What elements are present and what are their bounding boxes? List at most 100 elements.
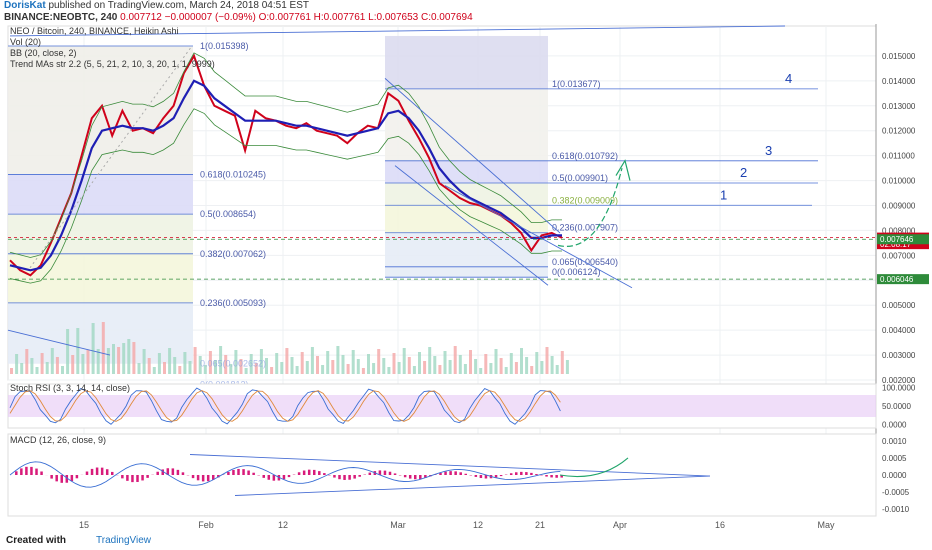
y-tick-label: 0.005000 [882, 301, 916, 310]
volume-bar [66, 329, 70, 374]
channel-line [394, 165, 549, 286]
price-axis-badge [877, 274, 929, 285]
macd-histogram-bar [424, 475, 427, 478]
macd-histogram-bar [444, 471, 447, 475]
volume-bar [316, 356, 319, 374]
macd-histogram-bar [50, 475, 53, 479]
published-text: published on TradingView.com, March 24, … [48, 0, 310, 11]
macd-histogram-bar [403, 475, 407, 478]
volume-bar [10, 368, 13, 374]
volume-bar [361, 368, 365, 374]
macd-histogram-bar [161, 469, 164, 475]
macd-histogram-bar [232, 469, 235, 475]
fib-zone-left [8, 302, 193, 364]
legend-vol: Vol (20) [10, 37, 41, 47]
tradingview-logo[interactable]: TradingView [96, 535, 152, 546]
fib-zone-right [385, 232, 548, 278]
volume-bar [555, 365, 559, 374]
volume-bar [91, 323, 95, 374]
macd-histogram-bar [247, 470, 250, 475]
macd-histogram-bar [227, 472, 230, 475]
macd-tick-label: -0.0005 [882, 488, 910, 497]
fib-level-label: 0.065(0.002652) [200, 359, 266, 369]
channel-line [444, 185, 633, 289]
price-axis-badge [877, 234, 929, 245]
volume-bar [234, 350, 238, 374]
chart-area[interactable]: 1(0.015398) 0.618(0.010245) 0.5(0.008654) 0… [0, 24, 932, 534]
volume-bar [142, 349, 146, 374]
fib-level-label: 0.5(0.008654) [200, 209, 256, 219]
stoch-tick-label: 100.0000 [882, 384, 916, 393]
volume-bar [458, 355, 462, 374]
volume-bar [30, 358, 34, 374]
macd-histogram-bar [70, 475, 74, 482]
macd-histogram-bar [378, 470, 382, 475]
volume-bar [346, 364, 350, 374]
chart-svg[interactable]: 1(0.015398) 0.618(0.010245) 0.5(0.008654) 0… [0, 24, 932, 534]
volume-bar [25, 349, 29, 374]
x-tick-label: May [817, 520, 835, 530]
volume-bar [489, 363, 493, 374]
volume-bar [484, 354, 488, 374]
volume-bar [469, 350, 472, 374]
publish-line: DorisKat published on TradingView.com, M… [4, 0, 309, 12]
y-tick-label: 0.014000 [882, 77, 916, 86]
volume-bar [377, 349, 381, 374]
macd-histogram-bar [509, 473, 513, 475]
macd-histogram-bar [560, 475, 563, 478]
volume-bar [127, 339, 131, 374]
macd-histogram-bar [55, 475, 58, 482]
target-label: 1 [720, 187, 727, 202]
volume-bar [397, 362, 401, 374]
volume-bar [290, 357, 294, 374]
macd-histogram-bar [95, 467, 99, 475]
volume-bar [76, 328, 80, 374]
macd-histogram-bar [252, 472, 255, 475]
volume-bar [504, 367, 508, 374]
macd-histogram-bar [181, 472, 185, 475]
macd-histogram-bar [100, 467, 104, 475]
macd-histogram-bar [449, 471, 452, 475]
volume-bar [229, 364, 233, 374]
y-tick-label: 0.009000 [882, 201, 916, 210]
macd-histogram-bar [25, 466, 28, 475]
price-axis-badge-label: 02:08:17 [880, 240, 912, 249]
volume-bar [367, 354, 370, 374]
fib-zone-right [385, 160, 548, 184]
chart-header: DorisKat published on TradingView.com, M… [0, 0, 932, 24]
volume-bar [112, 344, 115, 374]
volume-bar [321, 365, 325, 374]
macd-histogram-bar [474, 475, 478, 477]
macd-histogram-bar [166, 468, 170, 475]
volume-bar [275, 353, 279, 374]
volume-bar [55, 357, 59, 374]
macd-histogram-bar [358, 475, 361, 477]
macd-histogram-bar [408, 475, 412, 479]
macd-histogram-bar [479, 475, 483, 479]
volume-bar [71, 355, 75, 374]
macd-line [9, 461, 561, 488]
volume-bar [45, 362, 49, 374]
macd-histogram-bar [484, 475, 488, 479]
y-tick-label: 0.002000 [882, 376, 916, 385]
volume-bar [61, 366, 64, 374]
volume-bar [535, 352, 539, 374]
macd-histogram-bar [368, 472, 372, 475]
price-axis-badge-label: 0.007646 [880, 235, 914, 244]
volume-bar [168, 348, 172, 374]
macd-histogram-bar [439, 472, 442, 475]
bollinger-band-line [9, 108, 562, 284]
stoch-tick-label: 50.0000 [882, 402, 911, 411]
trend-line [9, 25, 786, 37]
author-name[interactable]: DorisKat [4, 0, 46, 11]
price-change: −0.000007 (−0.09%) [164, 12, 256, 23]
macd-histogram-bar [313, 469, 316, 475]
volume-bar [412, 366, 416, 374]
fib-level-label: 0(0.006124) [552, 267, 601, 277]
x-tick-label: Apr [613, 520, 627, 530]
macd-histogram-bar [136, 475, 139, 482]
macd-projection-arrow [559, 457, 629, 478]
volume-bar [15, 354, 19, 374]
macd-histogram-bar [348, 475, 351, 480]
volume-bar [96, 349, 100, 374]
